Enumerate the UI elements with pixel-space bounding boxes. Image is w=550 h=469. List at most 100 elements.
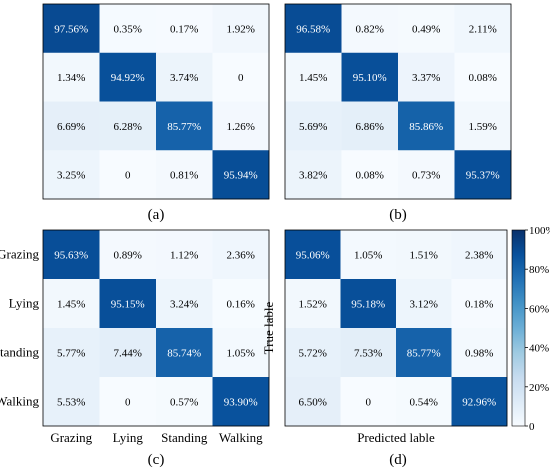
matrix-cell <box>43 101 100 151</box>
cell-value: 1.34% <box>57 72 85 84</box>
cell-value: 0.35% <box>114 23 142 35</box>
row-label: Lying <box>9 296 40 311</box>
cell-value: 0.73% <box>412 170 440 182</box>
matrix-cell <box>340 328 397 378</box>
panel-caption: (d) <box>389 452 407 468</box>
matrix-cell <box>341 4 399 54</box>
cell-value: 5.72% <box>299 348 327 360</box>
matrix-cell <box>454 150 512 200</box>
cell-value: 95.10% <box>353 72 387 84</box>
matrix-cell <box>43 328 100 378</box>
matrix-cell <box>43 150 100 200</box>
row-label: Standing <box>0 345 39 360</box>
colorbar-tick-label: 60% <box>529 303 549 315</box>
cell-value: 6.28% <box>114 121 142 133</box>
cell-value: 0 <box>125 170 131 182</box>
matrix-border <box>284 229 508 427</box>
matrix-cell <box>156 4 213 54</box>
col-label: Standing <box>161 430 208 445</box>
cell-value: 1.05% <box>354 250 382 262</box>
cell-value: 0 <box>125 397 131 409</box>
matrix-cell <box>43 52 100 102</box>
matrix-cell <box>285 279 341 329</box>
cell-value: 1.52% <box>299 299 327 311</box>
matrix-cell <box>285 230 341 280</box>
panel-caption: (a) <box>148 207 165 223</box>
matrix-cell <box>99 377 157 427</box>
matrix-cell <box>398 150 455 200</box>
matrix-cell <box>285 101 342 151</box>
cell-value: 0.49% <box>412 23 440 35</box>
matrix-cell <box>340 377 397 427</box>
colorbar-tick-label: 100% <box>529 225 550 237</box>
matrix-cell <box>156 230 213 280</box>
matrix-cell <box>156 377 213 427</box>
cell-value: 93.90% <box>224 397 258 409</box>
matrix-cell <box>99 328 157 378</box>
cell-value: 3.37% <box>412 72 440 84</box>
matrix-panel-c: 95.63% 0.89% 1.12% 2.36% 1.45% 95.15% 3.24% 0.1… <box>0 229 270 468</box>
cell-value: 1.45% <box>57 299 85 311</box>
cell-value: 3.24% <box>170 299 198 311</box>
row-label: Grazing <box>0 247 39 262</box>
matrix-cell <box>454 52 512 102</box>
cell-value: 0.08% <box>356 170 384 182</box>
cell-value: 0 <box>238 72 244 84</box>
cell-value: 95.18% <box>351 299 385 311</box>
cell-value: 7.53% <box>354 348 382 360</box>
cell-value: 1.12% <box>170 250 198 262</box>
cell-value: 3.25% <box>57 170 85 182</box>
matrix-cell <box>212 150 270 200</box>
matrix-cell <box>99 279 157 329</box>
matrix-cell <box>156 328 213 378</box>
matrix-border <box>42 229 270 427</box>
cell-value: 6.86% <box>356 121 384 133</box>
cell-value: 1.45% <box>299 72 327 84</box>
cell-value: 0.89% <box>114 250 142 262</box>
matrix-cell <box>341 101 399 151</box>
cell-value: 0.81% <box>170 170 198 182</box>
cell-value: 95.94% <box>224 170 258 182</box>
col-label: Lying <box>113 430 144 445</box>
cell-value: 5.53% <box>57 397 85 409</box>
cell-value: 7.44% <box>114 348 142 360</box>
matrix-cell <box>212 279 270 329</box>
cell-value: 0.16% <box>227 299 255 311</box>
cell-value: 3.82% <box>299 170 327 182</box>
matrix-cell <box>398 4 455 54</box>
matrix-cell <box>454 101 512 151</box>
matrix-cell <box>99 4 157 54</box>
cell-value: 6.69% <box>57 121 85 133</box>
matrix-cell <box>398 52 455 102</box>
cell-value: 0.82% <box>356 23 384 35</box>
cell-value: 0.18% <box>465 299 493 311</box>
matrix-cell <box>43 230 100 280</box>
y-axis-label: True lable <box>261 301 276 354</box>
matrix-cell <box>212 328 270 378</box>
cell-value: 85.86% <box>409 121 443 133</box>
cell-value: 1.26% <box>227 121 255 133</box>
cell-value: 3.74% <box>170 72 198 84</box>
cell-value: 0.54% <box>410 397 438 409</box>
matrix-cell <box>285 328 341 378</box>
matrix-cell <box>212 101 270 151</box>
row-label: Walking <box>0 394 39 409</box>
cell-value: 1.59% <box>469 121 497 133</box>
cell-value: 1.92% <box>227 23 255 35</box>
matrix-cell <box>99 52 157 102</box>
cell-value: 0.08% <box>469 72 497 84</box>
cell-value: 96.58% <box>296 23 330 35</box>
cell-value: 97.56% <box>54 23 88 35</box>
matrix-cell <box>454 4 512 54</box>
cell-value: 2.36% <box>227 250 255 262</box>
colorbar-tick-label: 0 <box>529 421 535 433</box>
x-axis-label: Predicted lable <box>357 430 435 445</box>
matrix-cell <box>285 4 342 54</box>
col-label: Grazing <box>50 430 92 445</box>
cell-value: 5.69% <box>299 121 327 133</box>
matrix-cell <box>43 4 100 54</box>
cell-value: 1.05% <box>227 348 255 360</box>
panel-caption: (b) <box>389 207 407 223</box>
matrix-cell <box>340 279 397 329</box>
